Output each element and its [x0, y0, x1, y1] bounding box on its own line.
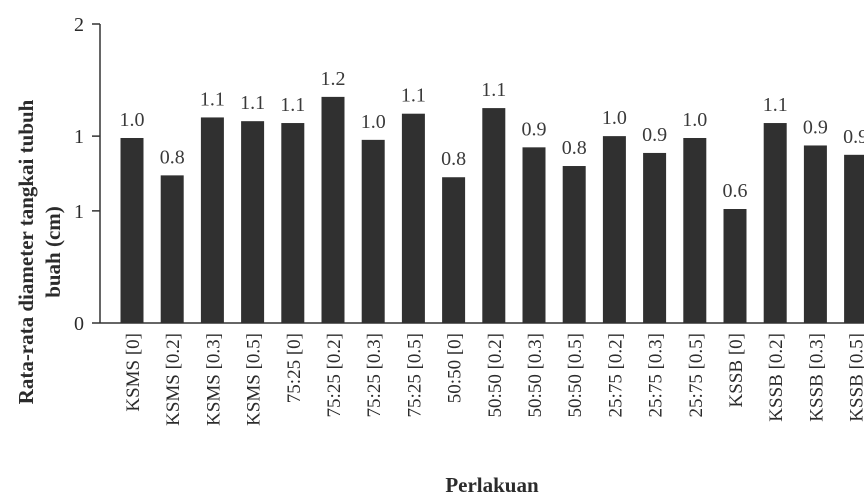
category-label: KSSB [0] [726, 333, 747, 407]
data-label: 1.0 [602, 107, 627, 129]
category-label: KSMS [0.2] [163, 333, 184, 426]
y-tick-label: 1 [74, 201, 84, 223]
bar [522, 147, 546, 323]
bar [723, 209, 747, 323]
bar [321, 96, 345, 323]
category-label: 50:50 [0.2] [485, 333, 506, 417]
data-label: 1.0 [361, 111, 386, 133]
data-label: 0.8 [160, 146, 185, 168]
category-label: 50:50 [0.3] [525, 333, 546, 417]
x-axis-title: Perlakuan [445, 473, 539, 497]
category-label: 75:25 [0] [284, 333, 305, 403]
bar [562, 166, 586, 323]
data-labels: 1.0 0.8 1.1 1.1 1.1 1.2 1.0 1.1 0.8 1.1 0.9 0.8 1.0 0… [120, 68, 864, 202]
category-label: 25:75 [0.3] [646, 333, 667, 417]
category-label: 25:75 [0.2] [605, 333, 626, 417]
data-label: 0.9 [642, 124, 667, 146]
data-label: 1.0 [120, 109, 145, 131]
data-label: 1.1 [240, 92, 265, 114]
category-label: 50:50 [0] [445, 333, 466, 403]
data-label: 1.1 [763, 94, 788, 116]
category-label: KSMS [0] [123, 333, 144, 412]
bars [120, 96, 864, 323]
data-label: 1.2 [321, 68, 346, 90]
data-label: 0.8 [562, 137, 587, 159]
data-label: 0.8 [441, 148, 466, 170]
bar [763, 123, 787, 323]
data-label: 1.0 [682, 109, 707, 131]
y-axis-title: Rata-rata diameter tangkai tubuh buah (c… [14, 99, 65, 404]
bar [844, 154, 864, 323]
data-label: 1.1 [280, 94, 305, 116]
bar [442, 177, 466, 323]
category-label: 75:25 [0.3] [364, 333, 385, 417]
y-tick-label: 0 [74, 313, 84, 335]
y-axis-title-line-1: Rata-rata diameter tangkai tubuh [14, 99, 38, 404]
bar [401, 113, 425, 323]
bar [643, 152, 667, 323]
category-label: 25:75 [0.5] [686, 333, 707, 417]
category-label: 50:50 [0.5] [565, 333, 586, 417]
category-label: KSMS [0.3] [203, 333, 224, 426]
y-tick-label: 1 [74, 126, 84, 148]
bar [241, 121, 265, 323]
category-label: KSSB [0.5] [847, 333, 864, 422]
category-label: KSSB [0.3] [806, 333, 827, 422]
bar [683, 137, 707, 323]
data-label: 0.9 [843, 126, 864, 148]
bar [120, 137, 144, 323]
y-tick-label: 2 [74, 14, 84, 36]
category-label: 75:25 [0.2] [324, 333, 345, 417]
category-label: 75:25 [0.5] [404, 333, 425, 417]
category-label: KSMS [0.5] [244, 333, 265, 426]
bar [200, 117, 224, 323]
category-labels: KSMS [0] KSMS [0.2] KSMS [0.3] KSMS [0.5] 75… [123, 333, 864, 426]
bar [361, 139, 385, 323]
bar [281, 123, 305, 323]
data-label: 0.9 [803, 116, 828, 138]
data-label: 1.1 [481, 79, 506, 101]
y-axis-ticks: 0 1 1 2 [74, 14, 100, 335]
bar [803, 145, 827, 323]
bar [160, 175, 184, 323]
bar [602, 136, 626, 323]
data-label: 0.9 [522, 118, 547, 140]
category-label: KSSB [0.2] [766, 333, 787, 422]
data-label: 1.1 [200, 88, 225, 110]
bar [482, 108, 506, 323]
y-axis-title-line-2: buah (cm) [41, 206, 65, 298]
data-label: 1.1 [401, 85, 426, 107]
data-label: 0.6 [723, 180, 748, 202]
